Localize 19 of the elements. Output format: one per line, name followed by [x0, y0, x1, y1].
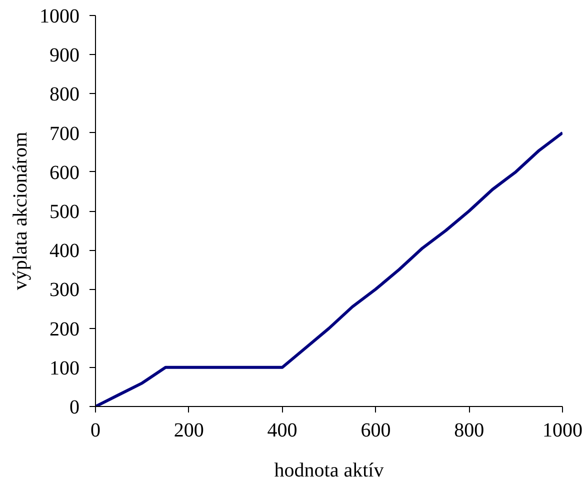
x-tick-label: 600	[360, 420, 391, 442]
y-tick-label: 500	[50, 201, 80, 223]
y-tick-label: 0	[70, 396, 80, 418]
y-tick-label: 100	[50, 357, 80, 380]
y-tick-label: 800	[50, 84, 80, 106]
y-tick-label: 400	[50, 240, 80, 262]
x-tick-label: 400	[267, 420, 298, 442]
y-tick-label: 900	[50, 44, 80, 67]
x-tick-label: 0	[90, 420, 100, 442]
y-tick-label: 600	[50, 162, 80, 184]
y-tick-label: 700	[50, 122, 80, 145]
x-tick-label: 800	[454, 420, 484, 442]
x-tick-label: 200	[174, 420, 204, 442]
x-tick-label: 1000	[542, 420, 582, 442]
y-tick-label: 1000	[40, 6, 80, 28]
x-axis-title: hodnota aktív	[274, 460, 384, 482]
y-tick-label: 300	[50, 279, 80, 302]
y-axis-title: výplata akcionárom	[10, 131, 32, 290]
y-tick-label: 200	[50, 318, 80, 340]
